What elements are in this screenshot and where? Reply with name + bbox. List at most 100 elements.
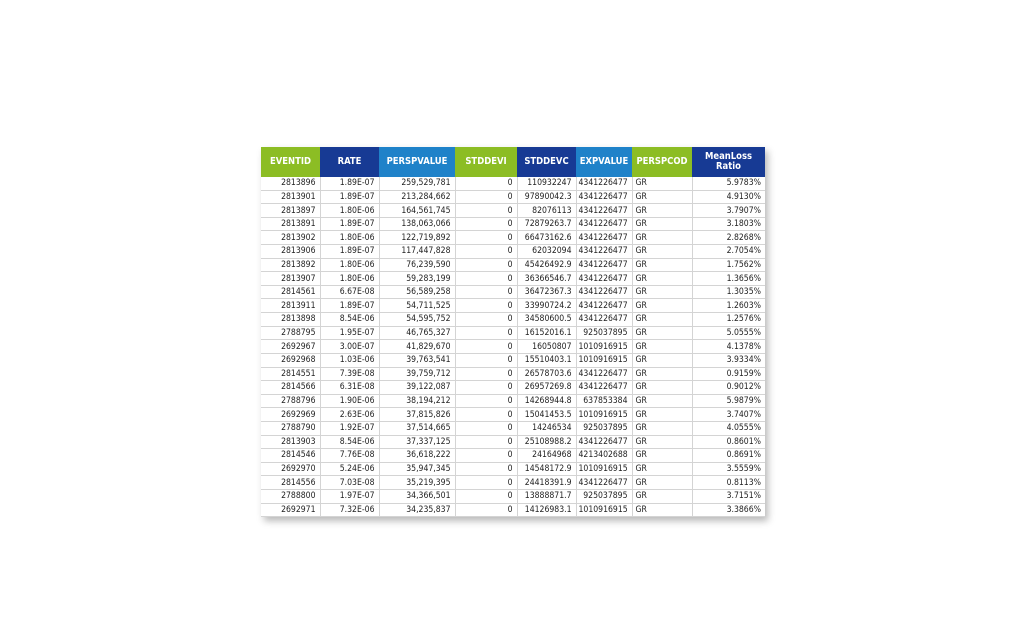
table-row[interactable]: 2813891 1.89E-07 138,063,066 0 72879263.7 434… <box>261 217 765 232</box>
cell-stddevi: 0 <box>455 244 518 259</box>
cell-expvalue: 925037895 <box>576 489 633 504</box>
cell-rate: 8.54E-06 <box>320 312 380 327</box>
cell-perspcod: GR <box>632 217 693 232</box>
cell-eventid: 2814561 <box>261 285 321 300</box>
cell-perspvalue: 56,589,258 <box>379 285 456 300</box>
cell-eventid: 2813892 <box>261 258 321 273</box>
cell-meanloss-ratio: 5.9783% <box>692 177 765 191</box>
cell-eventid: 2788800 <box>261 489 321 504</box>
cell-stddevi: 0 <box>455 339 518 354</box>
cell-stddevi: 0 <box>455 367 518 382</box>
table-row[interactable]: 2788800 1.97E-07 34,366,501 0 13888871.7 9250… <box>261 489 765 504</box>
cell-expvalue: 4341226477 <box>576 203 633 218</box>
cell-perspvalue: 36,618,222 <box>379 448 456 463</box>
table-row[interactable]: 2813906 1.89E-07 117,447,828 0 62032094 43412… <box>261 244 765 259</box>
cell-rate: 1.89E-07 <box>320 298 380 314</box>
cell-meanloss-ratio: 4.0555% <box>692 421 765 436</box>
cell-perspcod: GR <box>632 448 693 463</box>
cell-perspvalue: 259,529,781 <box>379 177 456 191</box>
table-row[interactable]: 2813897 1.80E-06 164,561,745 0 82076113 43412… <box>261 203 765 218</box>
table-row[interactable]: 2692969 2.63E-06 37,815,826 0 15041453.5 1010… <box>261 407 765 422</box>
cell-perspvalue: 34,235,837 <box>379 503 456 518</box>
cell-meanloss-ratio: 1.2576% <box>692 312 765 327</box>
cell-eventid: 2788796 <box>261 394 321 409</box>
cell-perspcod: GR <box>632 353 693 368</box>
cell-perspvalue: 35,947,345 <box>379 462 456 477</box>
cell-perspcod: GR <box>632 435 693 450</box>
cell-stddevi: 0 <box>455 421 518 436</box>
table-row[interactable]: 2814551 7.39E-08 39,759,712 0 26578703.6 4341… <box>261 367 765 382</box>
table-row[interactable]: 2813892 1.80E-06 76,239,590 0 45426492.9 4341… <box>261 258 765 273</box>
cell-perspcod: GR <box>632 503 693 518</box>
table-row[interactable]: 2813902 1.80E-06 122,719,892 0 66473162.6 434… <box>261 230 765 246</box>
table-row[interactable]: 2813896 1.89E-07 259,529,781 0 110932247 4341… <box>261 177 765 191</box>
cell-rate: 1.92E-07 <box>320 421 380 436</box>
column-header-meanloss-ratio[interactable]: MeanLoss Ratio <box>692 147 765 177</box>
cell-stddevi: 0 <box>455 326 518 341</box>
table-row[interactable]: 2788790 1.92E-07 37,514,665 0 14246534 925037… <box>261 421 765 436</box>
cell-meanloss-ratio: 2.8268% <box>692 230 765 246</box>
cell-meanloss-ratio: 3.1803% <box>692 217 765 232</box>
cell-stddevc: 34580600.5 <box>517 312 577 327</box>
cell-meanloss-ratio: 1.7562% <box>692 258 765 273</box>
table-row[interactable]: 2814556 7.03E-08 35,219,395 0 24418391.9 4341… <box>261 475 765 491</box>
cell-stddevc: 26957269.8 <box>517 380 577 395</box>
table-row[interactable]: 2692971 7.32E-06 34,235,837 0 14126983.1 1010… <box>261 503 765 518</box>
cell-rate: 3.00E-07 <box>320 339 380 354</box>
cell-expvalue: 4341226477 <box>576 230 633 246</box>
table-row[interactable]: 2813901 1.89E-07 213,284,662 0 97890042.3 434… <box>261 190 765 205</box>
data-table: EVENTID RATE PERSPVALUE STDDEVI STDDEVC … <box>261 147 765 518</box>
cell-eventid: 2814551 <box>261 367 321 382</box>
cell-meanloss-ratio: 1.2603% <box>692 298 765 314</box>
cell-rate: 7.39E-08 <box>320 367 380 382</box>
cell-perspcod: GR <box>632 367 693 382</box>
cell-rate: 7.32E-06 <box>320 503 380 518</box>
column-header-perspvalue[interactable]: PERSPVALUE <box>379 147 455 177</box>
table-row[interactable]: 2788795 1.95E-07 46,765,327 0 16152016.1 9250… <box>261 326 765 341</box>
table-row[interactable]: 2788796 1.90E-06 38,194,212 0 14268944.8 6378… <box>261 394 765 409</box>
column-header-expvalue[interactable]: EXPVALUE <box>576 147 632 177</box>
cell-stddevi: 0 <box>455 448 518 463</box>
cell-stddevc: 25108988.2 <box>517 435 577 450</box>
cell-perspcod: GR <box>632 285 693 300</box>
table-row[interactable]: 2814561 6.67E-08 56,589,258 0 36472367.3 4341… <box>261 285 765 300</box>
cell-eventid: 2813896 <box>261 177 321 191</box>
table-row[interactable]: 2692967 3.00E-07 41,829,670 0 16050807 101091… <box>261 339 765 354</box>
cell-perspvalue: 54,711,525 <box>379 298 456 314</box>
table-row[interactable]: 2813898 8.54E-06 54,595,752 0 34580600.5 4341… <box>261 312 765 327</box>
table-row[interactable]: 2814566 6.31E-08 39,122,087 0 26957269.8 4341… <box>261 380 765 395</box>
column-header-rate[interactable]: RATE <box>320 147 379 177</box>
cell-meanloss-ratio: 3.5559% <box>692 462 765 477</box>
cell-expvalue: 4341226477 <box>576 312 633 327</box>
cell-meanloss-ratio: 1.3035% <box>692 285 765 300</box>
table-row[interactable]: 2692970 5.24E-06 35,947,345 0 14548172.9 1010… <box>261 462 765 477</box>
cell-eventid: 2692968 <box>261 353 321 368</box>
cell-stddevc: 15510403.1 <box>517 353 577 368</box>
column-header-stddevc[interactable]: STDDEVC <box>517 147 576 177</box>
cell-stddevc: 24418391.9 <box>517 475 577 491</box>
column-header-eventid[interactable]: EVENTID <box>261 147 320 177</box>
cell-perspvalue: 164,561,745 <box>379 203 456 218</box>
cell-stddevi: 0 <box>455 230 518 246</box>
table-row[interactable]: 2813903 8.54E-06 37,337,125 0 25108988.2 4341… <box>261 435 765 450</box>
cell-expvalue: 4341226477 <box>576 435 633 450</box>
cell-perspvalue: 37,815,826 <box>379 407 456 422</box>
table-row[interactable]: 2814546 7.76E-08 36,618,222 0 24164968 421340… <box>261 448 765 463</box>
cell-eventid: 2788790 <box>261 421 321 436</box>
cell-rate: 6.31E-08 <box>320 380 380 395</box>
cell-rate: 1.80E-06 <box>320 203 380 218</box>
cell-stddevc: 66473162.6 <box>517 230 577 246</box>
cell-eventid: 2788795 <box>261 326 321 341</box>
table-row[interactable]: 2813907 1.80E-06 59,283,199 0 36366546.7 4341… <box>261 271 765 286</box>
table-row[interactable]: 2692968 1.03E-06 39,763,541 0 15510403.1 1010… <box>261 353 765 368</box>
table-row[interactable]: 2813911 1.89E-07 54,711,525 0 33990724.2 4341… <box>261 298 765 314</box>
column-header-stddevi[interactable]: STDDEVI <box>455 147 517 177</box>
cell-stddevc: 33990724.2 <box>517 298 577 314</box>
cell-stddevi: 0 <box>455 312 518 327</box>
cell-meanloss-ratio: 5.9879% <box>692 394 765 409</box>
cell-stddevc: 26578703.6 <box>517 367 577 382</box>
cell-perspvalue: 39,759,712 <box>379 367 456 382</box>
cell-rate: 1.80E-06 <box>320 258 380 273</box>
column-header-perspcod[interactable]: PERSPCOD <box>632 147 692 177</box>
cell-perspvalue: 39,122,087 <box>379 380 456 395</box>
